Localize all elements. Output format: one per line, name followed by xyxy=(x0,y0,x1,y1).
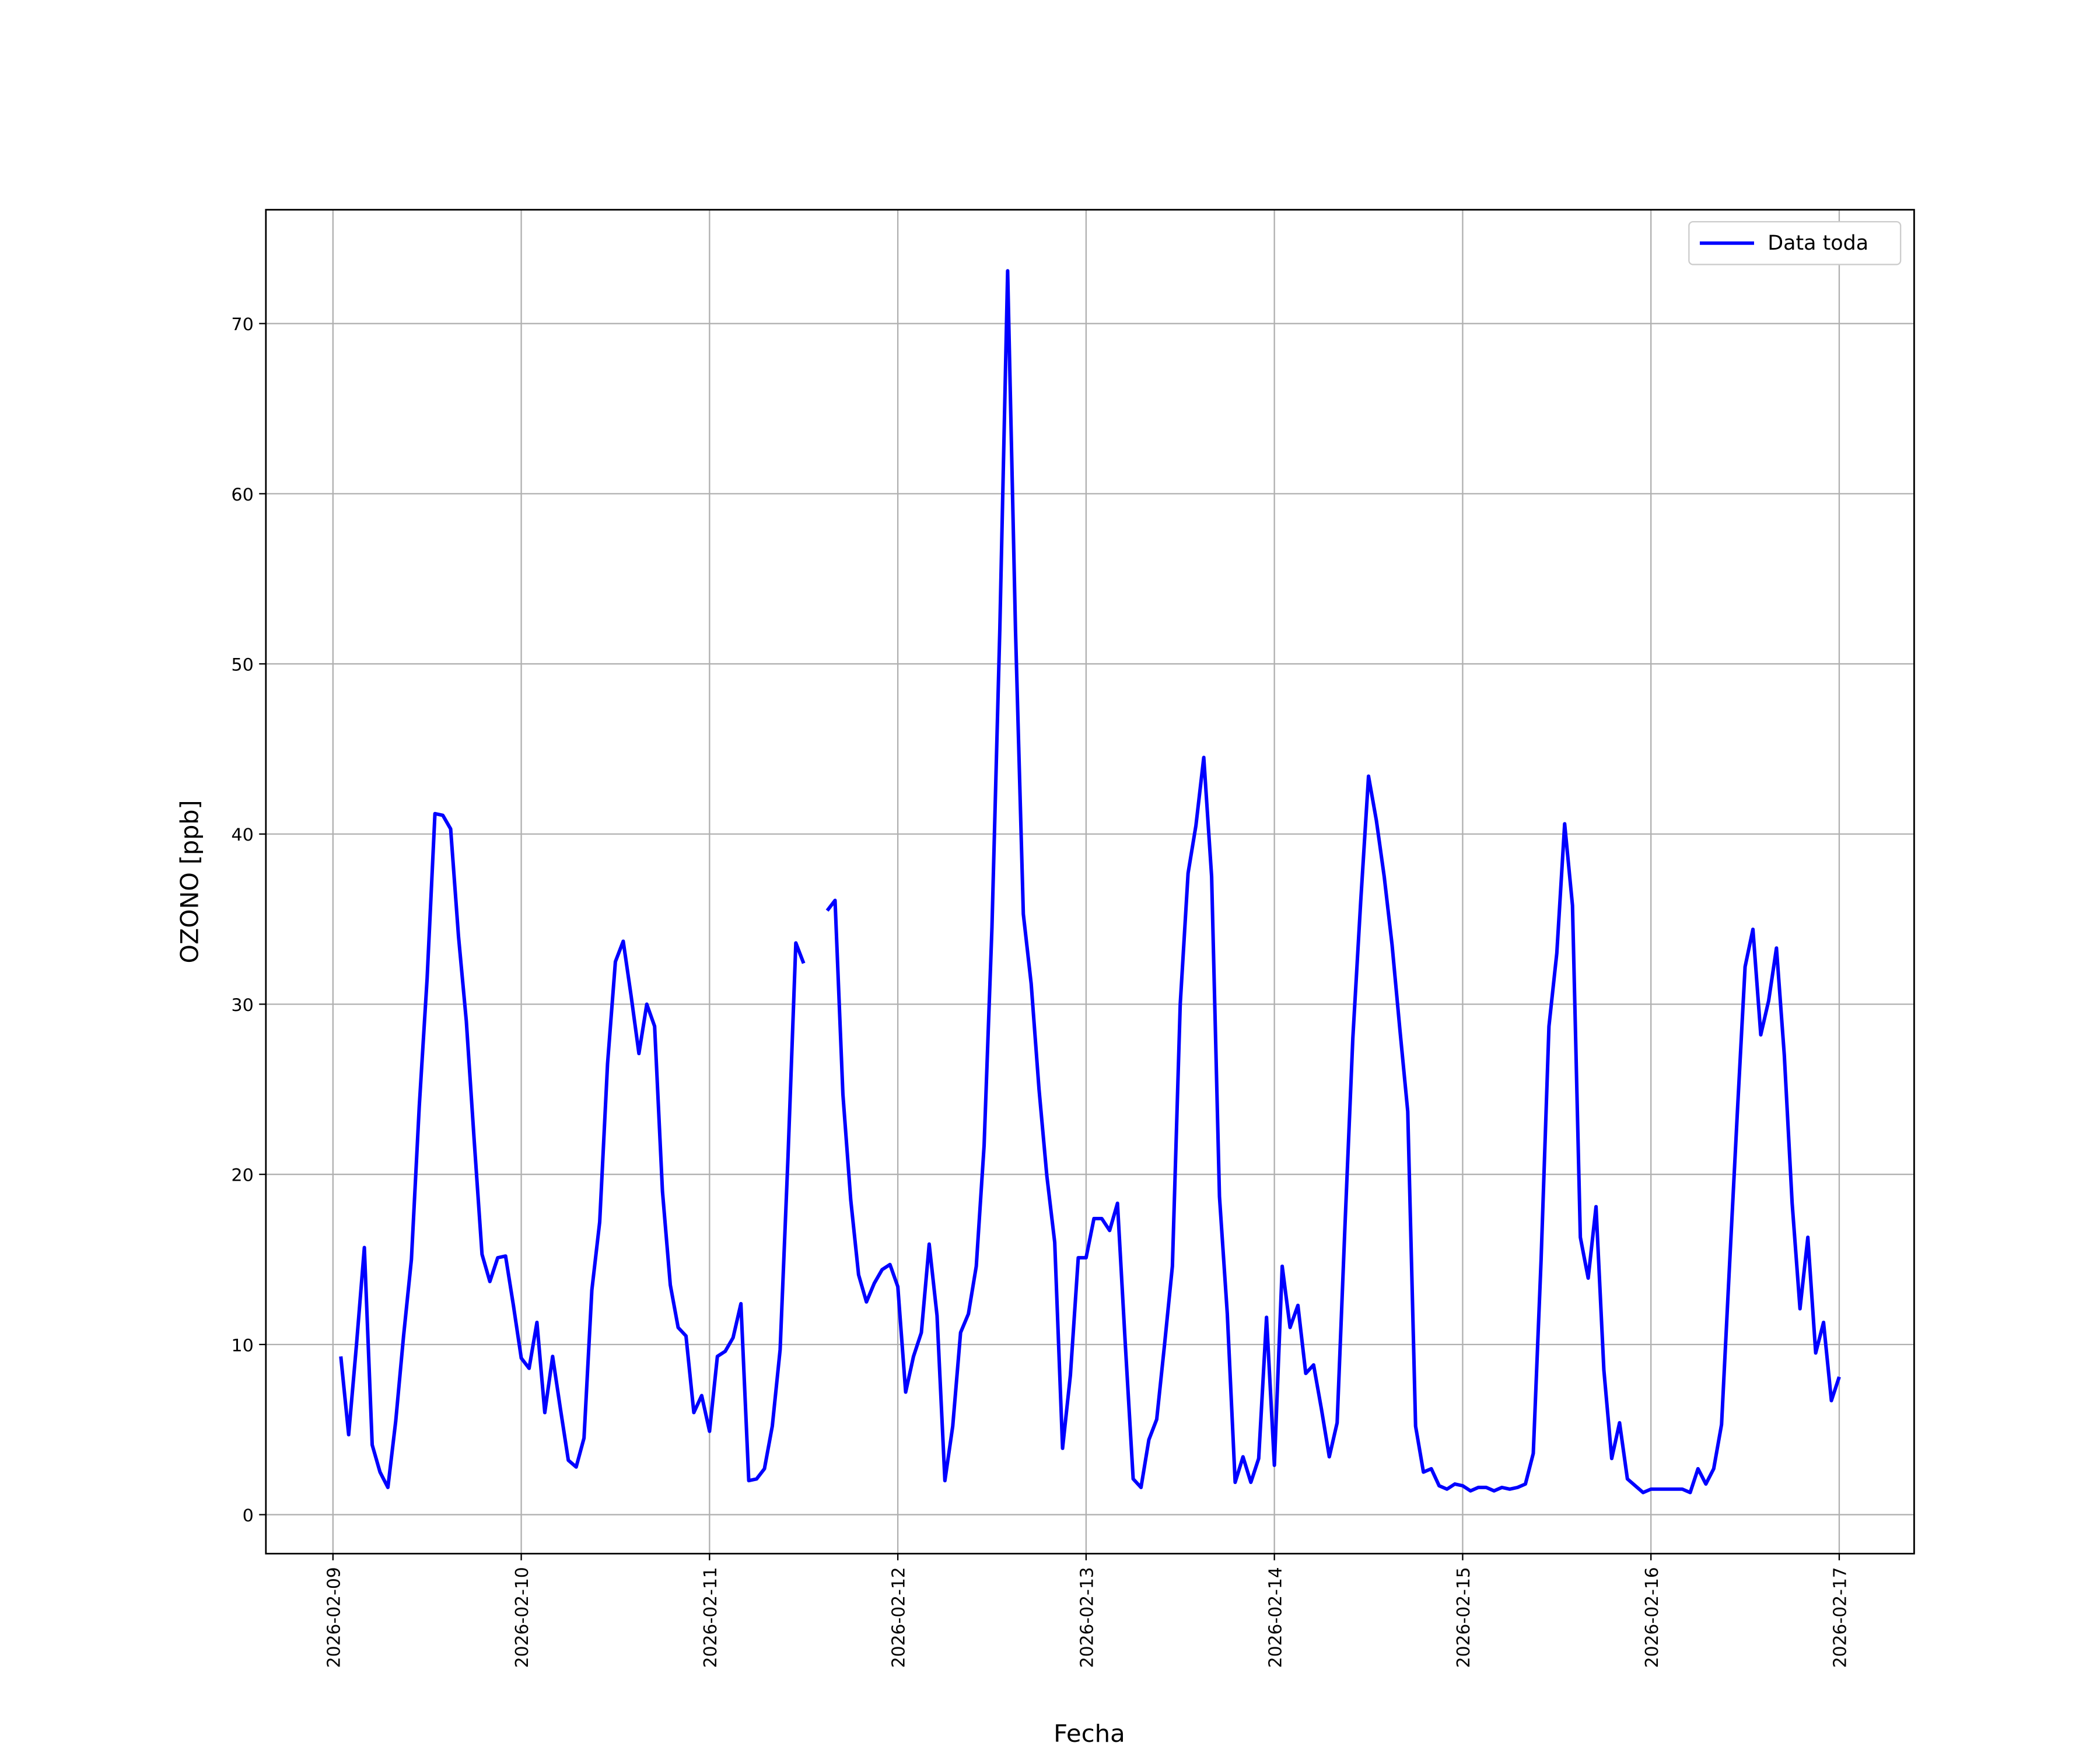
y-tick-label: 20 xyxy=(231,1166,253,1186)
x-tick-label: 2026-02-09 xyxy=(324,1567,344,1668)
y-tick-label: 30 xyxy=(231,995,253,1016)
y-tick-label: 10 xyxy=(231,1336,253,1356)
x-tick-label: 2026-02-10 xyxy=(512,1567,533,1668)
y-axis-label: OZONO [ppb] xyxy=(175,800,204,963)
x-tick-label: 2026-02-17 xyxy=(1830,1567,1850,1668)
x-tick-label: 2026-02-12 xyxy=(889,1567,909,1668)
data-line xyxy=(339,269,1841,1494)
y-tick-label: 50 xyxy=(231,655,253,676)
x-tick-label: 2026-02-14 xyxy=(1265,1567,1286,1668)
x-axis-label: Fecha xyxy=(1054,1720,1125,1748)
y-tick-label: 70 xyxy=(231,314,253,335)
x-tick-label: 2026-02-16 xyxy=(1642,1567,1662,1668)
x-tick-label: 2026-02-13 xyxy=(1077,1567,1097,1668)
y-tick-label: 40 xyxy=(231,825,253,845)
x-tick-label: 2026-02-11 xyxy=(701,1567,721,1668)
legend-box xyxy=(1688,221,1902,265)
x-tick-label: 2026-02-15 xyxy=(1454,1567,1474,1668)
legend: Data toda xyxy=(1688,221,1902,265)
y-tick-label: 0 xyxy=(243,1506,254,1526)
legend-label: Data toda xyxy=(1768,232,1868,255)
y-tick-label: 60 xyxy=(231,485,253,505)
plot-frame xyxy=(265,209,1915,1555)
